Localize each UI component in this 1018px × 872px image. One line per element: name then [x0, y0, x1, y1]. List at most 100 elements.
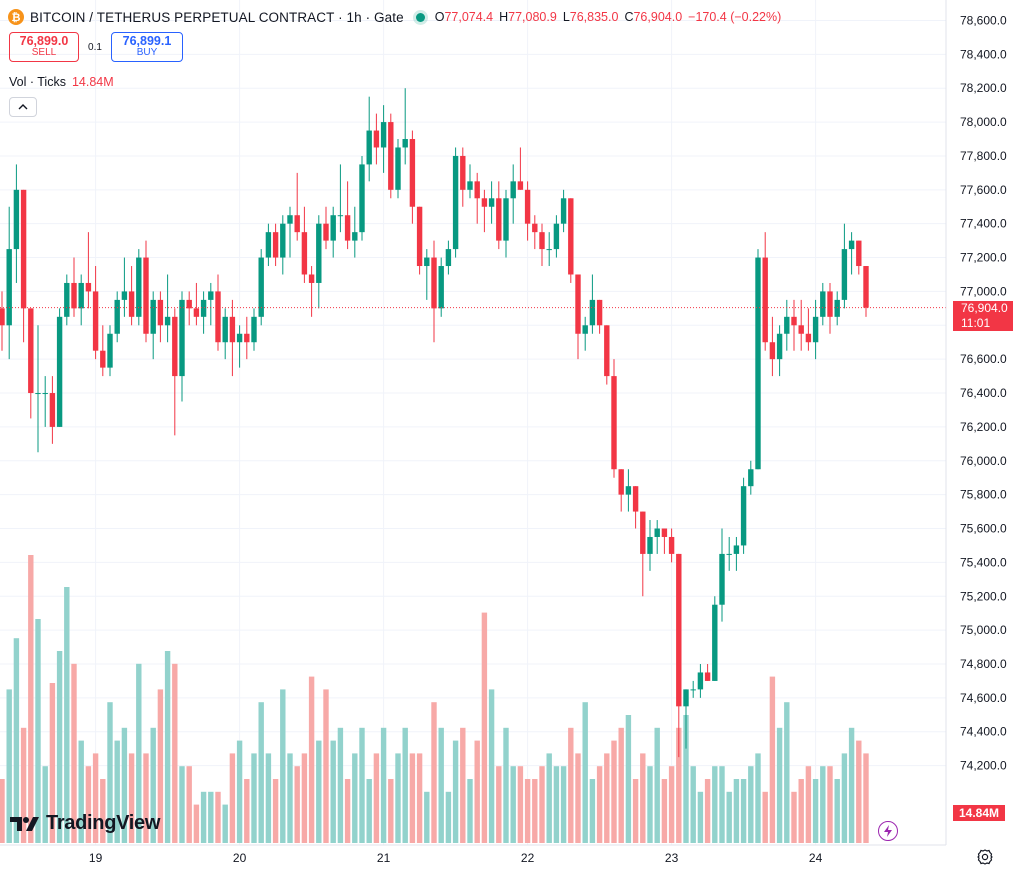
- time-axis-label: 24: [809, 851, 823, 865]
- volume-bar: [366, 779, 372, 843]
- candle-body: [424, 257, 430, 267]
- candle-body: [524, 189, 531, 224]
- candle-body: [618, 469, 624, 495]
- volume-bar: [172, 663, 178, 843]
- price-axis-label: 77,600.0: [960, 183, 1007, 197]
- volume-bar: [352, 753, 358, 843]
- candle-body: [64, 282, 70, 317]
- price-axis-label: 74,800.0: [960, 657, 1007, 671]
- symbol-title[interactable]: BITCOIN / TETHERUS PERPETUAL CONTRACT · …: [30, 9, 404, 25]
- candle-body: [294, 215, 300, 233]
- volume-bar: [863, 753, 869, 843]
- sell-button[interactable]: 76,899.0 SELL: [9, 32, 79, 62]
- candle-body: [805, 333, 812, 343]
- buy-price: 76,899.1: [122, 34, 172, 48]
- candle-body: [215, 291, 221, 343]
- volume-bar: [128, 753, 135, 843]
- volume-bar: [114, 740, 120, 843]
- candle-body: [546, 249, 552, 251]
- market-status-icon[interactable]: [415, 12, 425, 22]
- candle-body: [532, 223, 538, 233]
- price-axis-label: 75,800.0: [960, 488, 1007, 502]
- candle-body: [733, 545, 740, 554]
- volume-bar: [784, 702, 790, 843]
- candle-body: [0, 308, 5, 326]
- candle-body: [647, 536, 653, 554]
- candle-body: [100, 350, 106, 368]
- price-axis-label: 78,200.0: [960, 81, 1007, 95]
- tradingview-logo-text: TradingView: [46, 812, 161, 834]
- candle-body: [748, 469, 754, 487]
- volume-bar: [596, 766, 603, 843]
- volume-bar: [697, 791, 704, 843]
- candle-body: [712, 604, 718, 681]
- volume-bar: [359, 727, 365, 843]
- volume-bar: [164, 651, 171, 843]
- candle-body: [380, 122, 387, 148]
- candle-body: [496, 198, 502, 241]
- candle-body: [13, 189, 20, 250]
- candle-body: [366, 130, 372, 165]
- open-value: O77,074.4: [434, 10, 494, 24]
- volume-bar: [0, 779, 5, 843]
- volume-bar: [719, 766, 725, 843]
- candle-body: [740, 486, 747, 546]
- gear-icon[interactable]: [976, 848, 994, 866]
- volume-bar: [265, 753, 272, 843]
- lightning-button[interactable]: [878, 821, 898, 841]
- trade-panel: 76,899.0 SELL 0.1 76,899.1 BUY: [9, 32, 183, 62]
- volume-bar: [546, 753, 552, 843]
- collapse-legend-button[interactable]: [9, 97, 37, 117]
- candle-body: [316, 223, 322, 283]
- candle-body: [128, 291, 135, 317]
- candle-body: [114, 299, 120, 334]
- volume-bar: [402, 727, 408, 843]
- volume-bar: [467, 779, 473, 843]
- volume-bar: [668, 766, 675, 843]
- last-price-label: 76,904.0 11:01: [953, 301, 1013, 331]
- volume-bar: [510, 766, 516, 843]
- candle-body: [172, 316, 178, 377]
- volume-bar: [496, 766, 502, 843]
- volume-bar: [589, 779, 596, 843]
- candle-body: [244, 333, 250, 343]
- price-axis-label: 77,000.0: [960, 284, 1007, 298]
- candle-body: [20, 189, 27, 309]
- volume-bar: [236, 740, 243, 843]
- candle-body: [690, 689, 696, 691]
- volume-bar: [611, 740, 617, 843]
- candle-body: [402, 139, 408, 148]
- volume-bar: [136, 663, 142, 843]
- candle-body: [164, 316, 171, 326]
- buy-button[interactable]: 76,899.1 BUY: [111, 32, 183, 62]
- tradingview-logo[interactable]: TradingView: [10, 812, 160, 835]
- volume-bar: [791, 791, 797, 843]
- volume-bar: [733, 779, 740, 843]
- volume-bar: [388, 779, 394, 843]
- volume-bar: [812, 779, 819, 843]
- volume-legend[interactable]: Vol · Ticks 14.84M: [9, 75, 114, 89]
- candle-body: [193, 308, 200, 317]
- price-axis-label: 76,600.0: [960, 352, 1007, 366]
- candle-body: [330, 215, 336, 241]
- candle-body: [596, 299, 603, 326]
- volume-bar: [488, 689, 495, 843]
- candle-body: [416, 206, 423, 267]
- candle-body: [841, 249, 848, 300]
- volume-bar: [337, 727, 344, 843]
- volume-bar: [308, 676, 315, 843]
- candle-body: [323, 223, 329, 241]
- candle-body: [474, 181, 480, 199]
- volume-bar: [13, 638, 20, 843]
- candle-body: [856, 240, 862, 267]
- candle-body: [827, 291, 833, 317]
- volume-bar: [776, 727, 783, 843]
- candle-body: [467, 181, 473, 190]
- volume-bar: [676, 727, 682, 843]
- candle-body: [798, 325, 804, 334]
- low-value: L76,835.0: [562, 10, 619, 24]
- candle-body: [632, 486, 639, 512]
- candle-body: [222, 316, 228, 343]
- volume-bar: [445, 791, 452, 843]
